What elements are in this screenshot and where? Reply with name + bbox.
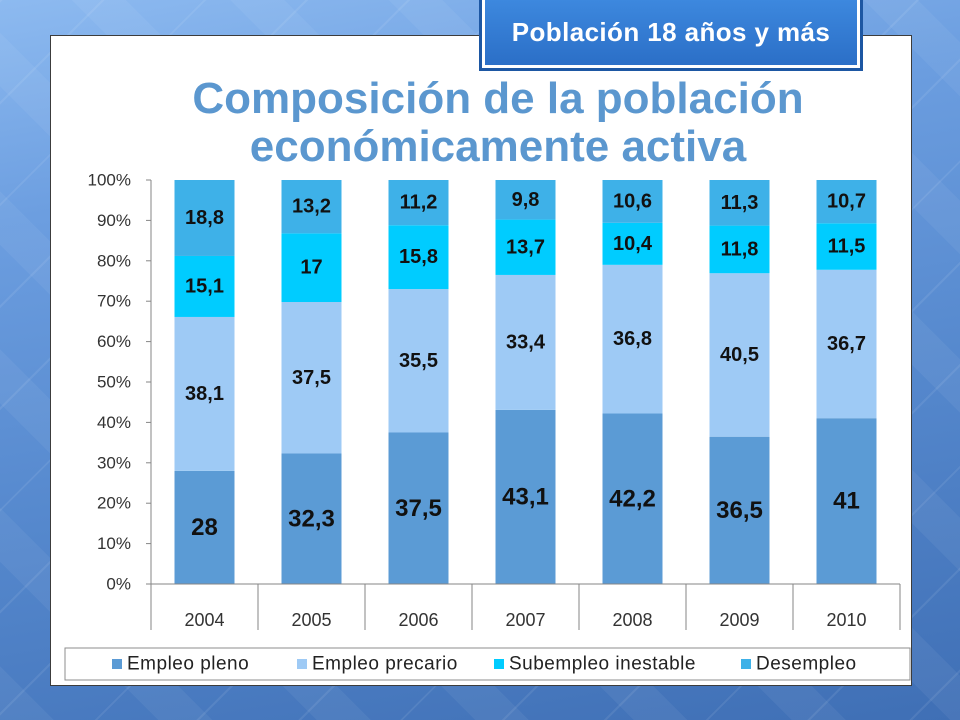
legend-item-desempleo: Desempleo — [741, 654, 857, 675]
y-tick-label: 100% — [88, 171, 131, 190]
bar-empleo-precario-2004 — [174, 316, 235, 471]
legend-item-subempleo-inestable: Subempleo inestable — [494, 654, 696, 675]
data-label-subempleo-inestable-2007: 13,7 — [506, 236, 545, 258]
x-tick-label-2008: 2008 — [612, 610, 652, 630]
legend-item-empleo-pleno: Empleo pleno — [112, 654, 249, 675]
y-tick-label: 40% — [97, 413, 131, 432]
legend-marker-empleo-precario — [297, 659, 307, 669]
data-labels: 28 38,1 15,1 18,8 32,3 37,5 17 13,2 37,5 35,5 15,8… — [185, 189, 866, 541]
y-tick-label: 20% — [97, 494, 131, 513]
bars — [174, 180, 877, 584]
data-label-desempleo-2010: 10,7 — [827, 191, 866, 213]
data-label-empleo-precario-2005: 37,5 — [292, 367, 331, 389]
y-tick-label: 10% — [97, 534, 131, 553]
data-label-empleo-pleno-2005: 32,3 — [288, 505, 335, 532]
data-label-empleo-pleno-2007: 43,1 — [502, 483, 549, 510]
data-label-subempleo-inestable-2006: 15,8 — [399, 246, 438, 268]
bar-subempleo-inestable-2004 — [174, 255, 235, 317]
data-label-desempleo-2005: 13,2 — [292, 196, 331, 218]
x-tick-label-2004: 2004 — [184, 610, 224, 630]
y-tick-label: 80% — [97, 251, 131, 270]
legend-item-empleo-precario: Empleo precario — [297, 654, 458, 675]
population-tab: Población 18 años y más — [482, 0, 860, 68]
bar-subempleo-inestable-2008 — [602, 222, 663, 265]
bar-desempleo-2008 — [602, 180, 663, 223]
legend-box — [64, 647, 911, 681]
data-label-empleo-precario-2008: 36,8 — [613, 328, 652, 350]
data-label-subempleo-inestable-2008: 10,4 — [613, 233, 653, 255]
bar-desempleo-2004 — [174, 180, 235, 256]
data-label-empleo-precario-2007: 33,4 — [506, 331, 546, 353]
data-label-empleo-precario-2004: 38,1 — [185, 383, 224, 405]
bar-subempleo-inestable-2009 — [709, 225, 770, 274]
y-tick-label: 60% — [97, 332, 131, 351]
x-tick-label-2009: 2009 — [719, 610, 759, 630]
bar-empleo-pleno-2007 — [495, 409, 556, 584]
data-label-empleo-pleno-2009: 36,5 — [716, 497, 763, 524]
data-label-subempleo-inestable-2009: 11,8 — [721, 238, 759, 260]
data-label-subempleo-inestable-2004: 15,1 — [185, 275, 224, 297]
x-tick-label-2006: 2006 — [398, 610, 438, 630]
legend-label-subempleo-inestable: Subempleo inestable — [509, 654, 696, 675]
data-label-subempleo-inestable-2010: 11,5 — [828, 236, 866, 258]
bar-empleo-pleno-2010 — [816, 418, 877, 584]
legend: Empleo pleno Empleo precario Subempleo ine… — [64, 647, 911, 681]
bar-subempleo-inestable-2007 — [495, 219, 556, 275]
bar-subempleo-inestable-2005 — [281, 233, 342, 303]
bar-empleo-precario-2010 — [816, 269, 877, 419]
data-label-empleo-pleno-2008: 42,2 — [609, 485, 656, 512]
y-tick-label: 90% — [97, 211, 131, 230]
bar-empleo-precario-2005 — [281, 302, 342, 454]
data-label-desempleo-2004: 18,8 — [185, 207, 224, 229]
bar-empleo-pleno-2004 — [174, 470, 235, 584]
bar-empleo-pleno-2006 — [388, 432, 449, 584]
legend-label-empleo-precario: Empleo precario — [312, 654, 458, 675]
bar-empleo-precario-2007 — [495, 274, 556, 410]
bar-empleo-pleno-2009 — [709, 436, 770, 584]
y-axis: 0% 10% 20% 30% 40% 50% 60% 70% 80% 90% 100% — [88, 171, 152, 594]
legend-marker-desempleo — [741, 659, 751, 669]
data-label-subempleo-inestable-2005: 17 — [300, 257, 322, 279]
data-label-empleo-pleno-2006: 37,5 — [395, 495, 442, 522]
y-tick-label: 0% — [106, 575, 131, 594]
y-tick-label: 30% — [97, 453, 131, 472]
bar-subempleo-inestable-2006 — [388, 225, 449, 290]
bar-empleo-precario-2006 — [388, 289, 449, 433]
data-label-desempleo-2008: 10,6 — [613, 190, 652, 212]
bar-desempleo-2009 — [709, 180, 770, 226]
bar-desempleo-2007 — [495, 180, 556, 220]
bar-empleo-pleno-2008 — [602, 413, 663, 584]
bar-desempleo-2005 — [281, 180, 342, 234]
data-label-desempleo-2006: 11,2 — [400, 192, 438, 214]
chart-title: Composición de la población económicamen… — [192, 74, 804, 171]
data-label-empleo-pleno-2004: 28 — [191, 514, 218, 541]
x-tick-label-2010: 2010 — [826, 610, 866, 630]
data-label-empleo-pleno-2010: 41 — [833, 488, 860, 515]
population-tab-label: Población 18 años y más — [511, 17, 831, 47]
bar-subempleo-inestable-2010 — [816, 223, 877, 270]
bar-empleo-precario-2009 — [709, 273, 770, 437]
legend-label-empleo-pleno: Empleo pleno — [127, 654, 249, 675]
data-label-desempleo-2007: 9,8 — [512, 189, 540, 211]
data-label-empleo-precario-2009: 40,5 — [720, 344, 759, 366]
data-label-empleo-precario-2006: 35,5 — [399, 350, 438, 372]
legend-label-desempleo: Desempleo — [756, 654, 857, 675]
data-label-desempleo-2009: 11,3 — [721, 192, 759, 214]
bar-desempleo-2006 — [388, 180, 449, 226]
x-axis: 2004 2005 2006 2007 2008 2009 2010 — [150, 583, 901, 630]
data-label-empleo-precario-2010: 36,7 — [827, 333, 866, 355]
y-tick-label: 70% — [97, 292, 131, 311]
x-tick-label-2005: 2005 — [291, 610, 331, 630]
bar-empleo-pleno-2005 — [281, 453, 342, 584]
legend-marker-empleo-pleno — [112, 659, 122, 669]
legend-marker-subempleo-inestable — [494, 659, 504, 669]
y-tick-label: 50% — [97, 373, 131, 392]
bar-desempleo-2010 — [816, 180, 877, 224]
x-tick-label-2007: 2007 — [505, 610, 545, 630]
bar-empleo-precario-2008 — [602, 264, 663, 414]
